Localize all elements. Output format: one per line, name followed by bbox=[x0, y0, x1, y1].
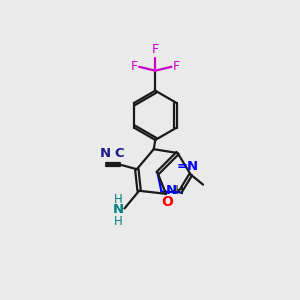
Text: F: F bbox=[152, 43, 159, 56]
Text: H: H bbox=[114, 193, 123, 206]
Text: N: N bbox=[165, 184, 176, 196]
Text: F: F bbox=[173, 59, 180, 73]
Text: =N: =N bbox=[177, 160, 199, 172]
Text: -H: -H bbox=[172, 184, 184, 196]
Text: N: N bbox=[100, 147, 111, 160]
Text: O: O bbox=[161, 195, 173, 209]
Text: N: N bbox=[112, 203, 124, 216]
Text: C: C bbox=[114, 147, 124, 160]
Text: H: H bbox=[114, 214, 123, 228]
Text: F: F bbox=[130, 59, 138, 73]
